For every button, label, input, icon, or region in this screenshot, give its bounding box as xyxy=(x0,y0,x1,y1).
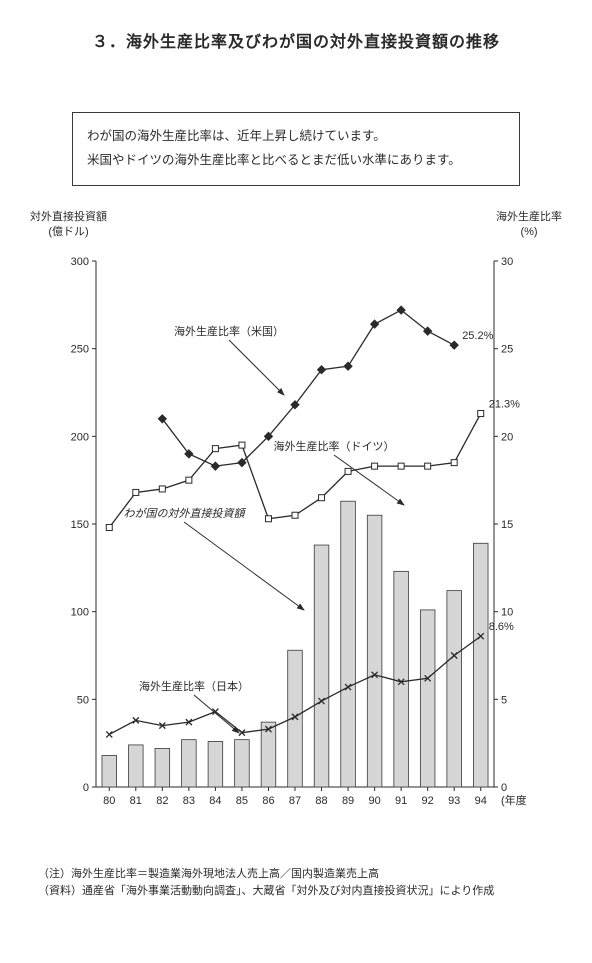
source-tag: （資料） xyxy=(38,883,82,900)
svg-text:83: 83 xyxy=(183,795,195,807)
svg-text:8.6%: 8.6% xyxy=(489,621,514,633)
svg-text:0: 0 xyxy=(501,782,507,794)
svg-text:21.3%: 21.3% xyxy=(489,399,520,411)
svg-text:85: 85 xyxy=(236,795,248,807)
footnotes: （注） 海外生産比率＝製造業海外現地法人売上高／国内製造業売上高 （資料） 通産… xyxy=(38,866,558,899)
commentary-line-2: 米国やドイツの海外生産比率と比べるとまだ低い水準にあります。 xyxy=(87,149,505,173)
svg-text:86: 86 xyxy=(262,795,274,807)
svg-text:20: 20 xyxy=(501,431,513,443)
right-axis-unit: (%) xyxy=(496,225,562,240)
svg-text:海外生産比率（ドイツ）: 海外生産比率（ドイツ） xyxy=(274,439,395,453)
svg-text:海外生産比率（米国）: 海外生産比率（米国） xyxy=(174,324,284,338)
svg-text:海外生産比率（日本）: 海外生産比率（日本） xyxy=(139,679,249,693)
source-text: 通産省「海外事業活動動向調査」、大蔵省「対外及び対内直接投資状況」により作成 xyxy=(82,883,494,900)
svg-text:(年度): (年度) xyxy=(501,793,526,807)
svg-text:150: 150 xyxy=(71,519,89,531)
svg-text:89: 89 xyxy=(342,795,354,807)
svg-text:30: 30 xyxy=(501,256,513,268)
svg-text:300: 300 xyxy=(71,256,89,268)
svg-text:91: 91 xyxy=(395,795,407,807)
commentary-box: わが国の海外生産比率は、近年上昇し続けています。 米国やドイツの海外生産比率と比… xyxy=(72,112,520,186)
svg-text:90: 90 xyxy=(368,795,380,807)
commentary-line-1: わが国の海外生産比率は、近年上昇し続けています。 xyxy=(87,125,505,149)
svg-text:88: 88 xyxy=(315,795,327,807)
svg-text:93: 93 xyxy=(448,795,460,807)
svg-text:100: 100 xyxy=(71,607,89,619)
right-axis-title: 海外生産比率 xyxy=(496,210,562,225)
svg-text:87: 87 xyxy=(289,795,301,807)
svg-text:94: 94 xyxy=(475,795,487,807)
svg-text:200: 200 xyxy=(71,431,89,443)
svg-text:10: 10 xyxy=(501,607,513,619)
svg-text:81: 81 xyxy=(130,795,142,807)
svg-text:50: 50 xyxy=(77,694,89,706)
svg-text:5: 5 xyxy=(501,694,507,706)
left-axis-unit: (億ドル) xyxy=(30,225,107,240)
svg-text:80: 80 xyxy=(103,795,115,807)
footnote-tag: （注） xyxy=(38,866,71,883)
svg-text:0: 0 xyxy=(83,782,89,794)
svg-text:250: 250 xyxy=(71,344,89,356)
svg-text:82: 82 xyxy=(156,795,168,807)
svg-text:84: 84 xyxy=(209,795,221,807)
right-axis-caption: 海外生産比率 (%) xyxy=(496,210,562,241)
svg-text:わが国の対外直接投資額: わが国の対外直接投資額 xyxy=(124,507,247,520)
page-title: ３．海外生産比率及びわが国の対外直接投資額の推移 xyxy=(0,28,592,52)
footnote-text: 海外生産比率＝製造業海外現地法人売上高／国内製造業売上高 xyxy=(71,866,379,883)
svg-text:25: 25 xyxy=(501,344,513,356)
combo-chart: 0 50 100 150 200 250 300 0 5 10 15 20 25 30 80 81 82 83 84… xyxy=(64,255,526,817)
svg-text:92: 92 xyxy=(422,795,434,807)
left-axis-caption: 対外直接投資額 (億ドル) xyxy=(30,210,107,241)
left-axis-title: 対外直接投資額 xyxy=(30,210,107,225)
svg-text:15: 15 xyxy=(501,519,513,531)
svg-text:25.2%: 25.2% xyxy=(462,330,493,342)
